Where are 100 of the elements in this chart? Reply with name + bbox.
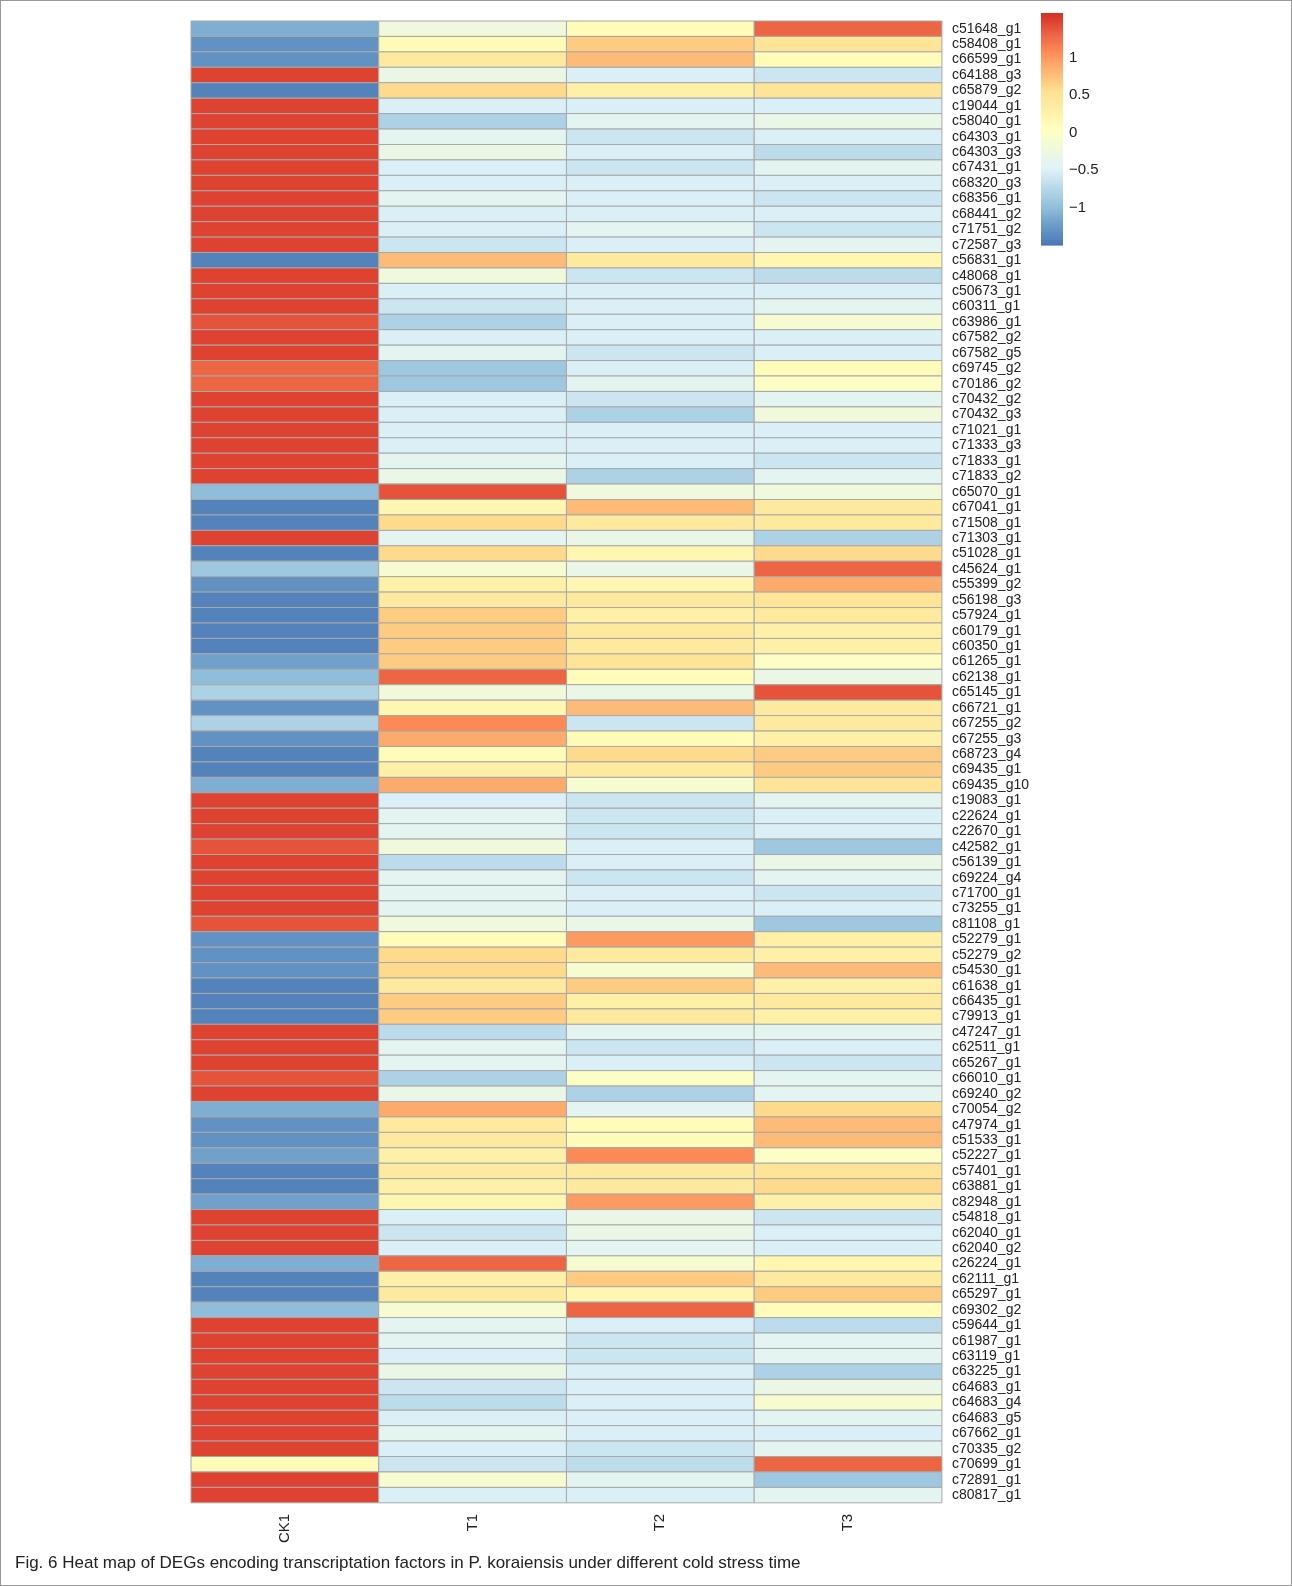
y-tick-label: c56139_g1 <box>951 853 1022 870</box>
y-tick-label: c70186_g2 <box>951 374 1022 391</box>
y-tick-label: c67662_g1 <box>951 1424 1022 1441</box>
y-tick-label: c45624_g1 <box>951 559 1022 576</box>
y-tick-label: c22670_g1 <box>951 822 1022 839</box>
y-tick-label: c71833_g1 <box>951 451 1022 468</box>
y-tick-label: c56198_g3 <box>951 590 1022 607</box>
y-tick-label: c68356_g1 <box>951 189 1022 206</box>
y-tick-label: c60350_g1 <box>951 637 1022 653</box>
y-tick-label: c66435_g1 <box>951 992 1022 1009</box>
y-tick-label: c57401_g1 <box>951 1161 1022 1178</box>
y-tick-label: c61265_g1 <box>951 652 1022 669</box>
color-bar-label: 0 <box>1069 122 1078 140</box>
y-tick-label: c60311_g1 <box>951 297 1021 314</box>
color-bar-label: −0.5 <box>1069 160 1099 178</box>
color-bar-label: −1 <box>1069 197 1087 215</box>
y-tick-label: c61638_g1 <box>951 976 1022 993</box>
y-tick-label: c64188_g3 <box>951 65 1022 82</box>
y-tick-label: c69745_g2 <box>951 359 1022 376</box>
y-tick-label: c68441_g2 <box>951 204 1022 221</box>
y-tick-label: c57924_g1 <box>951 606 1022 623</box>
y-tick-label: c67431_g1 <box>951 158 1022 175</box>
y-tick-label: c67255_g3 <box>951 729 1022 746</box>
y-tick-label: c70699_g1 <box>951 1455 1022 1472</box>
y-tick-label: c64303_g3 <box>951 143 1022 160</box>
x-tick-label: T2 <box>650 1513 668 1532</box>
y-tick-label: c72891_g1 <box>951 1470 1022 1487</box>
y-tick-label: c67255_g2 <box>951 714 1022 731</box>
y-tick-label: c68723_g4 <box>951 745 1022 762</box>
y-tick-label: c71021_g1 <box>951 420 1022 437</box>
y-tick-label: c69435_g10 <box>951 775 1030 792</box>
y-tick-label: c47247_g1 <box>951 1022 1022 1039</box>
y-tick-label: c70432_g2 <box>951 390 1022 407</box>
y-tick-label: c42582_g1 <box>951 837 1022 854</box>
y-tick-label: c81108_g1 <box>951 914 1021 931</box>
y-tick-label: c79913_g1 <box>951 1007 1022 1024</box>
y-tick-label: c64683_g1 <box>951 1377 1022 1394</box>
y-tick-label: c65145_g1 <box>951 683 1022 700</box>
x-tick-label: T3 <box>838 1513 856 1532</box>
y-tick-label: c63119_g1 <box>951 1347 1021 1364</box>
y-tick-label: c63986_g1 <box>951 312 1022 329</box>
y-tick-label: c73255_g1 <box>951 899 1022 916</box>
y-tick-label: c67582_g5 <box>951 343 1022 360</box>
y-tick-label: c63225_g1 <box>951 1362 1022 1379</box>
y-tick-label: c62138_g1 <box>951 667 1022 684</box>
y-tick-label: c48068_g1 <box>951 266 1022 283</box>
y-tick-label: c58040_g1 <box>951 112 1022 129</box>
y-tick-label: c19083_g1 <box>951 791 1022 808</box>
y-tick-label: c62040_g1 <box>951 1223 1022 1240</box>
y-tick-label: c70335_g2 <box>951 1439 1022 1456</box>
y-tick-label: c66721_g1 <box>951 698 1022 715</box>
y-tick-label: c69435_g1 <box>951 760 1022 777</box>
y-tick-label: c61987_g1 <box>951 1331 1022 1348</box>
y-tick-label: c65879_g2 <box>951 81 1022 98</box>
y-tick-label: c52279_g1 <box>951 930 1022 947</box>
y-tick-label: c66010_g1 <box>951 1069 1022 1086</box>
y-tick-label: c54530_g1 <box>951 961 1022 978</box>
y-tick-label: c69302_g2 <box>951 1300 1022 1317</box>
y-tick-label: c56831_g1 <box>951 251 1022 268</box>
y-tick-label: c51028_g1 <box>951 544 1022 561</box>
x-tick-label: CK1 <box>275 1513 293 1544</box>
y-tick-label: c58408_g1 <box>951 35 1022 52</box>
y-tick-label: c22624_g1 <box>951 806 1022 823</box>
y-tick-label: c71333_g3 <box>951 436 1022 453</box>
y-tick-label: c63881_g1 <box>951 1177 1022 1194</box>
y-tick-label: c71508_g1 <box>951 513 1022 530</box>
y-tick-label: c47974_g1 <box>951 1115 1022 1132</box>
y-tick-label: c66599_g1 <box>951 50 1022 67</box>
y-tick-label: c51648_g1 <box>951 19 1022 36</box>
y-tick-label: c55399_g2 <box>951 575 1022 592</box>
y-tick-label: c69224_g4 <box>951 868 1022 885</box>
y-tick-label: c68320_g3 <box>951 173 1022 190</box>
color-bar-label: 1 <box>1069 48 1078 66</box>
y-tick-label: c60179_g1 <box>951 621 1022 638</box>
y-tick-label: c59644_g1 <box>951 1316 1022 1333</box>
y-tick-label: c71833_g2 <box>951 467 1022 484</box>
caption: Fig. 6 Heat map of DEGs encoding transcriptation factors in P. koraiensis under different cold stress time <box>15 1553 801 1573</box>
y-tick-label: c70432_g3 <box>951 405 1022 422</box>
color-bar-label: 0.5 <box>1069 85 1090 103</box>
y-tick-label: c70054_g2 <box>951 1100 1022 1117</box>
y-tick-label: c19044_g1 <box>951 96 1022 113</box>
y-tick-label: c72587_g3 <box>951 235 1022 252</box>
y-tick-label: c54818_g1 <box>951 1208 1022 1225</box>
y-tick-label: c65297_g1 <box>951 1285 1022 1302</box>
y-tick-label: c62511_g1 <box>951 1038 1021 1055</box>
y-tick-label: c65070_g1 <box>951 482 1022 499</box>
y-tick-label: c69240_g2 <box>951 1084 1022 1101</box>
y-tick-label: c64683_g4 <box>951 1393 1022 1410</box>
y-tick-label: c52227_g1 <box>951 1146 1022 1163</box>
y-tick-label: c71751_g2 <box>951 220 1022 237</box>
y-tick-label: c67582_g2 <box>951 328 1022 345</box>
y-tick-label: c64683_g5 <box>951 1408 1022 1425</box>
y-tick-label: c52279_g2 <box>951 945 1022 962</box>
y-tick-label: c82948_g1 <box>951 1192 1022 1209</box>
y-tick-label: c64303_g1 <box>951 127 1022 144</box>
y-tick-label: c62111_g1 <box>951 1269 1020 1286</box>
y-tick-label: c26224_g1 <box>951 1254 1022 1271</box>
y-tick-label: c65267_g1 <box>951 1053 1022 1070</box>
x-tick-label: T1 <box>462 1513 480 1532</box>
y-tick-label: c67041_g1 <box>951 498 1022 515</box>
